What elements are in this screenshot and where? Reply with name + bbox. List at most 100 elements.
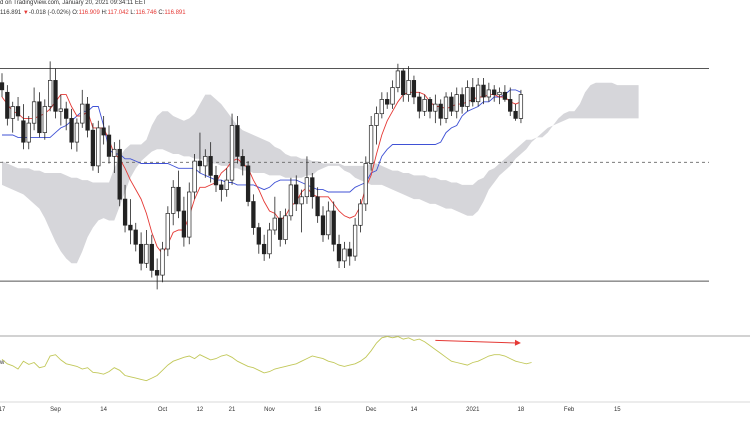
candle-body <box>406 80 411 95</box>
candle-body <box>224 179 229 190</box>
candle-body <box>438 103 443 119</box>
candle-body <box>69 118 74 143</box>
high-value: 117.042 <box>107 10 129 16</box>
candle-body <box>475 84 481 103</box>
candle-body <box>122 198 128 226</box>
candle-body <box>64 108 69 119</box>
candle-body <box>256 227 261 245</box>
candle-body <box>165 213 170 250</box>
candle-body <box>0 82 5 91</box>
candle-body <box>433 103 438 112</box>
time-tick-label: Sep <box>50 407 61 413</box>
candle-body <box>358 203 363 226</box>
candle-body <box>492 89 497 95</box>
open-label: O: <box>72 10 79 16</box>
candle-body <box>154 270 160 276</box>
candle-body <box>272 217 277 231</box>
candle-body <box>133 229 138 245</box>
candle-body <box>390 87 395 105</box>
time-tick-label: 21 <box>229 407 236 413</box>
candle-body <box>304 177 310 198</box>
candle-body <box>128 224 133 231</box>
close-label: C: <box>158 10 165 16</box>
high-label: H: <box>101 10 108 16</box>
candle-body <box>363 163 368 205</box>
candle-body <box>187 191 192 238</box>
candle-body <box>267 229 272 255</box>
candle-body <box>443 96 449 119</box>
candle-body <box>80 103 85 124</box>
time-tick-label: 12 <box>197 407 204 413</box>
candle-body <box>454 94 459 112</box>
candle-body <box>427 99 433 112</box>
chart-header: d on TradingView.com, January 20, 2021 0… <box>0 0 750 20</box>
candle-body <box>85 103 90 131</box>
candle-body <box>379 99 384 115</box>
low-value: 116.746 <box>135 10 157 16</box>
low-label: L: <box>130 10 136 16</box>
oscillator-line <box>1 336 532 382</box>
candle-body <box>240 156 245 167</box>
candle-body <box>459 94 465 107</box>
candle-body <box>283 215 288 240</box>
time-tick-label: Feb <box>564 407 575 413</box>
candle-body <box>5 91 10 119</box>
candle-body <box>347 248 352 257</box>
candle-body <box>37 101 42 134</box>
candle-body <box>368 125 374 164</box>
time-tick-label: 14 <box>411 407 418 413</box>
chart-info-line: d on TradingView.com, January 20, 2021 0… <box>0 0 147 6</box>
candle-body <box>74 122 80 143</box>
candle-body <box>486 89 491 98</box>
time-tick-label: 14 <box>100 407 107 413</box>
candle-body <box>513 110 518 119</box>
candles <box>0 61 524 290</box>
candle-body <box>208 156 213 176</box>
candle-body <box>310 177 315 198</box>
candle-body <box>326 210 331 236</box>
candle-body <box>160 248 165 276</box>
candle-body <box>352 224 358 257</box>
candle-body <box>21 120 26 143</box>
candle-body <box>90 129 96 167</box>
candle-body <box>176 186 181 212</box>
candle-body <box>320 215 326 236</box>
candle-body <box>385 99 390 105</box>
candle-body <box>117 148 122 200</box>
candle-body <box>508 99 513 112</box>
candle-body <box>278 217 283 240</box>
candle-body <box>15 106 21 117</box>
candle-body <box>42 106 47 133</box>
candle-body <box>144 243 149 264</box>
candle-body <box>294 184 299 205</box>
change-arrow: ▼ <box>22 10 29 16</box>
candle-body <box>395 70 401 88</box>
candle-body <box>96 127 101 167</box>
candle-body <box>465 87 470 107</box>
candle-body <box>219 184 224 190</box>
candle-body <box>470 87 475 103</box>
candle-body <box>374 113 379 126</box>
last-price: 116.891 <box>0 10 22 16</box>
candle-body <box>497 91 502 96</box>
candle-body <box>112 148 117 157</box>
candle-body <box>101 127 106 136</box>
candle-body <box>245 165 251 202</box>
candle-body <box>58 108 63 112</box>
candle-body <box>422 99 427 112</box>
candle-body <box>331 210 336 245</box>
close-value: 116.891 <box>164 10 186 16</box>
candle-body <box>197 160 203 167</box>
time-tick-label: 17 <box>0 407 6 413</box>
candle-body <box>213 175 219 186</box>
candle-body <box>235 125 240 157</box>
time-tick-label: Dec <box>366 407 377 413</box>
candle-body <box>315 196 320 217</box>
price-levels <box>0 68 709 282</box>
time-axis: 17 Sep 14 Oct 12 21 Nov 16 Dec 14 2021 18 Feb 15 <box>0 401 750 413</box>
indicator-label: w <box>0 360 5 366</box>
ichimoku-cloud <box>2 82 639 264</box>
ohlc-line: 116.891 ▼-0.018 (-0.02%) O:116.909 H:117… <box>0 10 186 16</box>
price-change: -0.018 (-0.02%) <box>28 10 71 16</box>
